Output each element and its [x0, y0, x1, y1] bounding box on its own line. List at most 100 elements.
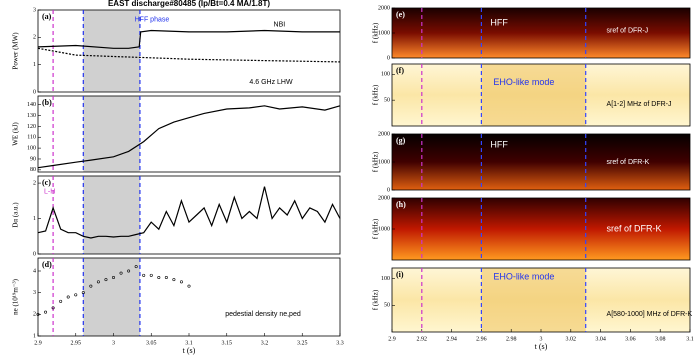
y-axis-label: Power (MW) — [12, 32, 20, 70]
data-point — [127, 269, 131, 273]
data-point — [187, 284, 191, 288]
panel-label: (f) — [396, 66, 404, 75]
data-point — [89, 284, 93, 288]
x-tick-label: 2.9 — [34, 340, 42, 346]
x-tick-label: 3.3 — [336, 340, 344, 346]
y-axis-label: ne (10¹⁹m⁻³) — [12, 278, 20, 314]
spectrogram — [392, 8, 690, 58]
y-axis-label: f (kHz) — [372, 22, 380, 43]
data-point — [164, 275, 168, 279]
x-axis-label: t (s) — [535, 342, 548, 351]
annotation: A[1-2] MHz of DFR-J — [607, 101, 672, 108]
y-tick-label: 120 — [27, 124, 36, 130]
y-tick-label: 1000 — [378, 159, 390, 165]
x-tick-label: 3.06 — [625, 336, 636, 342]
data-point — [119, 271, 123, 275]
data-point — [142, 273, 146, 277]
x-tick-label: 2.94 — [446, 336, 457, 342]
x-tick-label: 2.9 — [388, 336, 396, 342]
x-tick-label: 3.1 — [185, 340, 193, 346]
y-tick-label: 50 — [384, 303, 390, 309]
annotation: sref of DFR-J — [607, 27, 649, 34]
data-point — [104, 278, 108, 282]
panel: 1 2 3 4 2.9 2.95 3 3.05 3.1 3.15 3.2 3.25 3.3 t (s) ne… — [12, 257, 344, 355]
y-tick-label: 100 — [381, 72, 390, 78]
y-tick-label: 50 — [384, 98, 390, 104]
data-point — [51, 306, 55, 310]
x-tick-label: 3.2 — [261, 340, 269, 346]
shaded-phase — [83, 176, 140, 254]
y-tick-label: 2 — [33, 180, 36, 186]
data-point — [134, 265, 138, 269]
annotation: 4.6 GHz LHW — [249, 79, 293, 86]
data-point — [74, 293, 78, 297]
annotation: EHO-like mode — [493, 271, 554, 281]
data-point — [172, 278, 176, 282]
annotation: pedestial density ne,ped — [225, 311, 301, 318]
spectrogram — [392, 134, 690, 190]
data-point — [96, 280, 100, 284]
x-tick-label: 3.25 — [297, 340, 308, 346]
data-point — [36, 312, 40, 316]
panel: 50 100 2.9 2.92 2.94 2.96 2.98 3 3.02 3.04 3.06 3.0… — [372, 267, 694, 351]
y-axis-label: f (kHz) — [372, 151, 380, 172]
plot-frame — [391, 63, 691, 127]
annotation: L-H — [44, 188, 55, 195]
annotation: HFF phase — [135, 17, 170, 24]
y-tick-label: 0 — [387, 55, 390, 61]
y-axis-label: f (kHz) — [372, 84, 380, 105]
y-axis-label: f (kHz) — [372, 289, 380, 310]
y-tick-label: 1 — [33, 216, 36, 222]
y-tick-label: 0 — [33, 251, 36, 257]
panel-label: (c) — [42, 178, 51, 187]
panel-label: (b) — [42, 98, 52, 107]
y-tick-label: 130 — [27, 113, 36, 119]
y-tick-label: 3 — [33, 290, 36, 296]
x-tick-label: 3.04 — [595, 336, 606, 342]
panel: 0 1 2 3 Power (MW) (a) EAST discharge#80485 (I… — [12, 0, 341, 95]
panel-label: (a) — [42, 12, 52, 21]
y-axis-label: f (kHz) — [372, 218, 380, 239]
y-tick-label: 1 — [33, 333, 36, 339]
panel: 80 90 100 110 120 130 140 WE (kJ) (b) — [12, 95, 341, 173]
y-tick-label: 2 — [33, 312, 36, 318]
x-tick-label: 3.08 — [655, 336, 666, 342]
series-line — [37, 105, 341, 169]
data-point — [112, 275, 116, 279]
data-point — [157, 275, 161, 279]
plot-frame — [37, 9, 341, 93]
y-tick-label: 2 — [33, 35, 36, 41]
y-tick-label: 140 — [27, 102, 36, 108]
data-point — [149, 273, 153, 277]
y-tick-label: 0 — [387, 187, 390, 193]
annotation: A[580-1000] MHz of DFR-K — [607, 311, 693, 318]
panel-label: (h) — [396, 200, 406, 209]
annotation: sref of DFR-K — [607, 159, 650, 166]
y-tick-label: 100 — [27, 145, 36, 151]
y-tick-label: 1000 — [378, 226, 390, 232]
panel-label: (e) — [396, 10, 405, 19]
x-tick-label: 2.92 — [417, 336, 428, 342]
panel: 0 1 2 Dα (a.u.) (c)L-H — [12, 175, 341, 257]
shaded-phase — [481, 64, 586, 126]
data-point — [59, 299, 63, 303]
y-axis-label: Dα (a.u.) — [12, 202, 20, 228]
data-point — [81, 291, 85, 295]
x-tick-label: 2.96 — [476, 336, 487, 342]
y-tick-label: 2000 — [378, 5, 390, 11]
x-tick-label: 3.05 — [146, 340, 157, 346]
shaded-phase — [83, 96, 140, 172]
y-tick-label: 3 — [33, 7, 36, 13]
y-tick-label: 2000 — [378, 195, 390, 201]
panel-label: (g) — [396, 136, 406, 145]
y-axis-label: WE (kJ) — [12, 122, 20, 146]
spectrogram — [392, 198, 690, 260]
x-tick-label: 3.02 — [566, 336, 577, 342]
annotation: NBI — [274, 22, 286, 29]
y-tick-label: 0 — [33, 89, 36, 95]
y-tick-label: 1 — [33, 62, 36, 68]
x-tick-label: 3.1 — [686, 336, 694, 342]
panel-label: (i) — [396, 270, 404, 279]
panel: 0 1000 2000 f (kHz) (e) HFF sref of DFR-J — [372, 5, 691, 61]
